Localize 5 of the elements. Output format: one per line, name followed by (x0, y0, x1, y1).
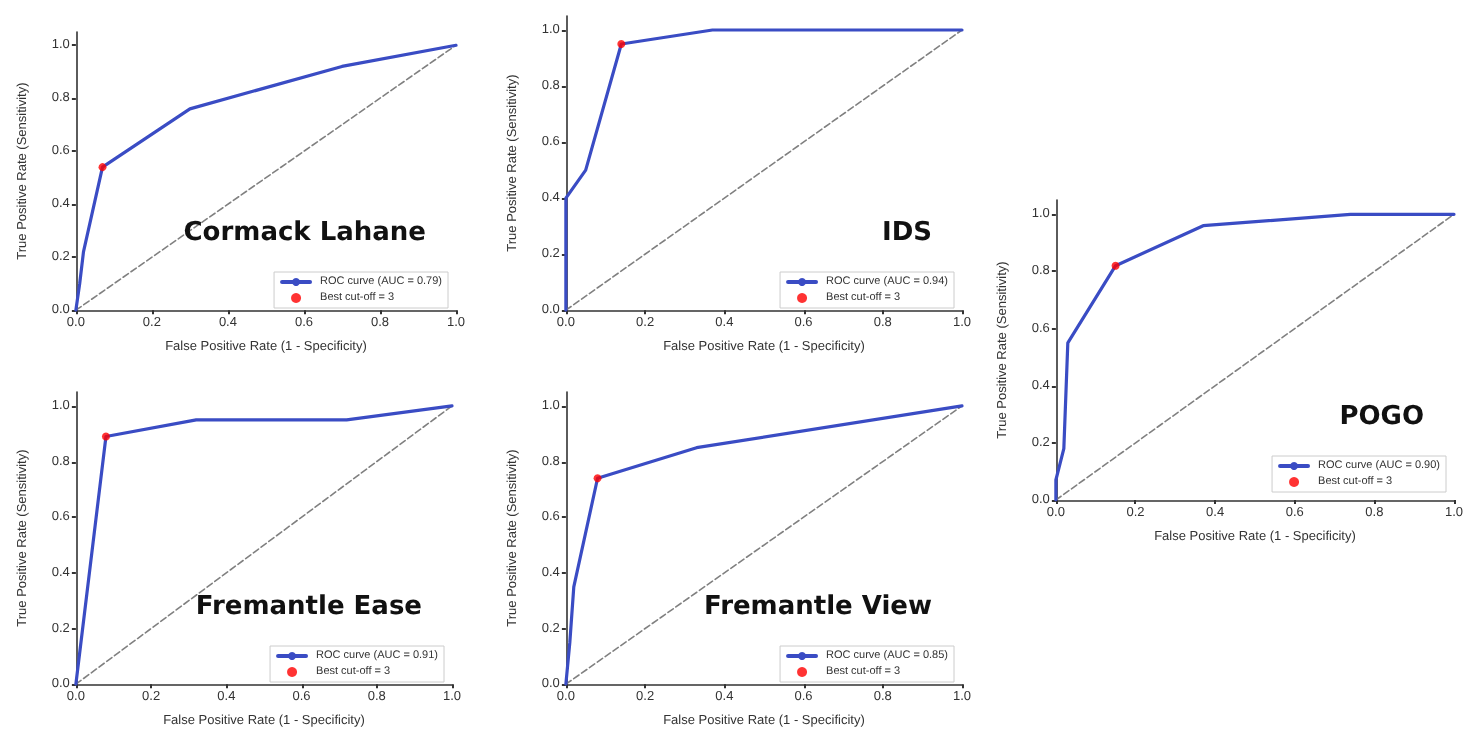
text: IDS (882, 218, 933, 248)
text: Fremantle Ease (195, 592, 423, 622)
text: Fremantle View (704, 592, 933, 622)
text: POGO (1339, 402, 1425, 432)
text: Cormack Lahane (183, 218, 427, 248)
